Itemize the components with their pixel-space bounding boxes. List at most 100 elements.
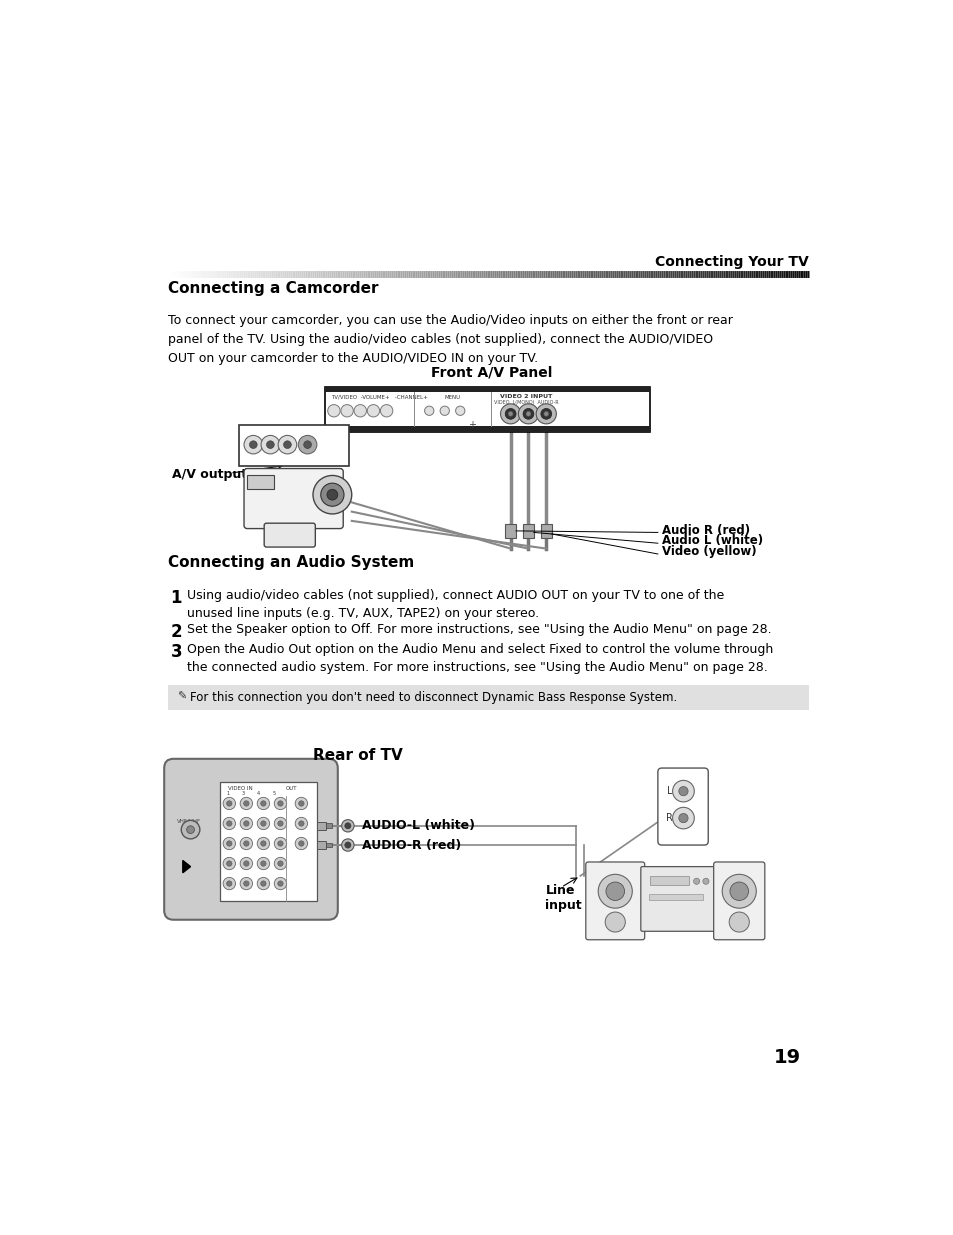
Circle shape (729, 882, 748, 900)
Circle shape (227, 821, 232, 826)
Circle shape (303, 441, 311, 448)
Bar (522, 524, 534, 537)
Circle shape (320, 483, 344, 506)
Circle shape (298, 821, 304, 826)
Circle shape (223, 798, 235, 810)
FancyBboxPatch shape (640, 867, 717, 931)
Circle shape (257, 818, 270, 830)
Circle shape (240, 837, 253, 850)
Text: 1: 1 (226, 792, 229, 797)
Circle shape (243, 800, 249, 806)
Text: R: R (665, 813, 672, 823)
Text: 1: 1 (171, 589, 182, 606)
Bar (168, 685, 808, 710)
Circle shape (693, 878, 699, 884)
Circle shape (274, 857, 286, 869)
Circle shape (257, 837, 270, 850)
Circle shape (257, 798, 270, 810)
Circle shape (340, 405, 353, 417)
Circle shape (278, 436, 296, 454)
Circle shape (298, 841, 304, 846)
Circle shape (327, 489, 337, 500)
Circle shape (517, 404, 537, 424)
Circle shape (249, 441, 257, 448)
Circle shape (223, 877, 235, 889)
Circle shape (260, 800, 266, 806)
Text: 3: 3 (171, 643, 182, 661)
Text: ✎: ✎ (177, 692, 187, 703)
Text: Connecting an Audio System: Connecting an Audio System (168, 556, 414, 571)
Bar (247, 475, 274, 489)
Circle shape (679, 787, 687, 795)
Bar (316, 823, 326, 830)
Circle shape (243, 821, 249, 826)
Text: +: + (467, 420, 476, 430)
Bar (326, 824, 332, 829)
Text: Line
input: Line input (545, 883, 581, 911)
Circle shape (672, 781, 694, 802)
Circle shape (240, 798, 253, 810)
Bar (505, 524, 516, 537)
Polygon shape (183, 861, 191, 873)
Circle shape (223, 857, 235, 869)
FancyBboxPatch shape (164, 758, 337, 920)
Circle shape (257, 857, 270, 869)
Text: VIDEO IN: VIDEO IN (228, 785, 253, 790)
Circle shape (223, 837, 235, 850)
Circle shape (227, 861, 232, 866)
Circle shape (227, 881, 232, 887)
Circle shape (257, 877, 270, 889)
Text: Audio L (white): Audio L (white) (661, 535, 762, 547)
Circle shape (274, 798, 286, 810)
Circle shape (328, 405, 340, 417)
Circle shape (456, 406, 464, 415)
Circle shape (277, 881, 283, 887)
Circle shape (341, 820, 354, 832)
FancyBboxPatch shape (244, 468, 343, 529)
Circle shape (536, 404, 556, 424)
Circle shape (672, 808, 694, 829)
FancyBboxPatch shape (585, 862, 644, 940)
Circle shape (500, 404, 520, 424)
Text: R(AUDIO  L(MONO)  VIDEO  S-VIDEO: R(AUDIO L(MONO) VIDEO S-VIDEO (245, 458, 333, 463)
Circle shape (187, 826, 194, 834)
Circle shape (240, 818, 253, 830)
Text: For this connection you don't need to disconnect Dynamic Bass Response System.: For this connection you don't need to di… (190, 690, 677, 704)
Circle shape (277, 841, 283, 846)
Text: A/V output: A/V output (172, 468, 247, 480)
Text: Set the Speaker option to Off. For more instructions, see "Using the Audio Menu": Set the Speaker option to Off. For more … (187, 624, 771, 636)
Text: Rear of TV: Rear of TV (313, 747, 402, 763)
Text: VIDEO 2 INPUT: VIDEO 2 INPUT (499, 394, 552, 399)
Text: Video (yellow): Video (yellow) (661, 545, 756, 558)
Circle shape (728, 911, 748, 932)
Circle shape (274, 837, 286, 850)
Text: 3: 3 (241, 792, 245, 797)
Text: VHF/UHF: VHF/UHF (177, 818, 201, 823)
Bar (648, 894, 702, 900)
Text: Using audio/video cables (not supplied), connect AUDIO OUT on your TV to one of : Using audio/video cables (not supplied),… (187, 589, 724, 620)
Circle shape (344, 842, 351, 848)
Circle shape (223, 818, 235, 830)
Circle shape (240, 857, 253, 869)
Circle shape (424, 406, 434, 415)
FancyBboxPatch shape (264, 524, 315, 547)
Circle shape (243, 841, 249, 846)
Bar (540, 524, 551, 537)
Circle shape (540, 409, 551, 419)
Bar (324, 387, 649, 431)
Text: Open the Audio Out option on the Audio Menu and select Fixed to control the volu: Open the Audio Out option on the Audio M… (187, 643, 773, 674)
Text: To connect your camcorder, you can use the Audio/Video inputs on either the fron: To connect your camcorder, you can use t… (168, 314, 732, 364)
Circle shape (313, 475, 352, 514)
Bar (220, 782, 316, 902)
Circle shape (367, 405, 379, 417)
Circle shape (294, 837, 307, 850)
Circle shape (341, 839, 354, 851)
Bar (326, 842, 332, 847)
Circle shape (181, 820, 199, 839)
Circle shape (227, 800, 232, 806)
Bar (649, 876, 688, 885)
Text: 19: 19 (773, 1047, 801, 1067)
Circle shape (522, 409, 534, 419)
Text: L: L (666, 787, 672, 797)
Circle shape (260, 821, 266, 826)
